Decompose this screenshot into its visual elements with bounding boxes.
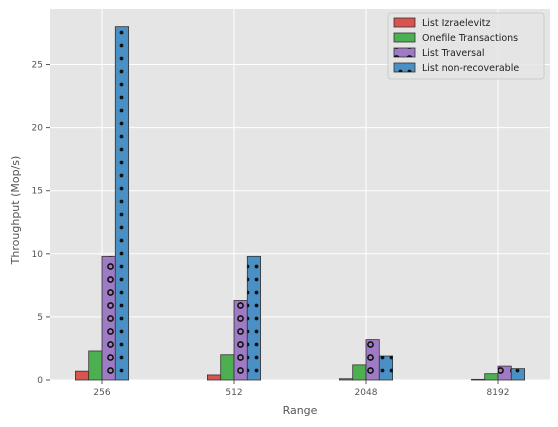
bar-hatch	[366, 339, 380, 380]
grid-lines	[50, 9, 550, 381]
y-tick-label: 20	[32, 124, 44, 134]
y-tick-labels: 0 5 10 15 20 25	[32, 61, 50, 386]
bar-hatch	[511, 368, 525, 380]
legend-box	[387, 12, 545, 80]
legend-swatch	[393, 32, 416, 43]
bar	[470, 378, 486, 381]
legend-label: List non-recoverable	[422, 63, 519, 74]
y-tick-label: 0	[37, 376, 43, 386]
bar	[352, 364, 367, 381]
x-tick-labels: 256 512 2048 8192	[93, 380, 509, 398]
bar	[206, 374, 222, 381]
x-tick-label: 2048	[355, 388, 378, 398]
legend-label: List Traversal	[422, 48, 485, 59]
bars	[75, 26, 525, 381]
x-tick-label: 512	[225, 388, 242, 398]
y-tick-label: 5	[37, 313, 43, 323]
x-axis-label: Range	[283, 404, 318, 417]
y-axis-label: Throughput (Mop/s)	[9, 156, 22, 266]
y-tick-label: 15	[32, 187, 43, 197]
legend-label: List Izraelevitz	[422, 18, 490, 29]
legend-label: Onefile Transactions	[422, 33, 518, 44]
bar	[75, 370, 90, 381]
y-tick-label: 25	[32, 61, 43, 71]
y-tick-label: 10	[32, 250, 44, 260]
bar	[220, 354, 235, 381]
bar-hatch	[247, 256, 261, 380]
bar	[338, 378, 354, 381]
bar-hatch	[498, 366, 512, 380]
bar-hatch	[115, 26, 129, 381]
legend-swatch-hatch	[394, 48, 415, 57]
bar-hatch	[102, 256, 116, 380]
legend-swatch-hatch	[394, 63, 415, 72]
bar	[484, 373, 499, 381]
bar-hatch	[234, 300, 248, 380]
x-tick-label: 256	[93, 388, 110, 398]
legend: List Izraelevitz Onefile Transactions List…	[387, 12, 545, 80]
x-tick-label: 8192	[487, 388, 510, 398]
legend-swatch	[393, 17, 416, 28]
bar-hatch	[379, 356, 393, 380]
bar	[88, 350, 103, 381]
